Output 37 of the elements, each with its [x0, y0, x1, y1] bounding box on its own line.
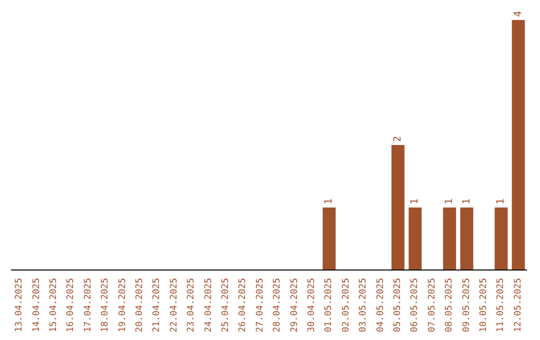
x-tick-label: 24.04.2025 [204, 278, 214, 332]
data-label: 1 [324, 198, 335, 204]
x-tick-label: 23.04.2025 [186, 278, 197, 332]
x-tick-label: 22.04.2025 [169, 278, 180, 332]
x-tick-label: 10.05.2025 [479, 278, 489, 332]
x-tick-label: 21.04.2025 [152, 278, 162, 332]
x-tick-label: 05.05.2025 [393, 278, 403, 332]
x-tick-label: 18.04.2025 [100, 278, 111, 332]
x-tick-label: 11.05.2025 [496, 278, 506, 332]
x-tick-label: 02.05.2025 [341, 278, 352, 332]
x-tick-label: 26.04.2025 [238, 278, 248, 332]
x-tick-label: 25.04.2025 [221, 278, 231, 332]
x-tick-label: 19.04.2025 [118, 278, 128, 332]
x-tick-label: 07.05.2025 [427, 278, 438, 332]
x-tick-label: 17.04.2025 [83, 278, 94, 332]
data-label: 1 [496, 198, 507, 204]
x-tick-label: 03.05.2025 [358, 278, 369, 332]
x-tick-label: 04.05.2025 [376, 278, 386, 332]
x-tick-label: 28.04.2025 [272, 278, 283, 332]
x-tick-label: 06.05.2025 [410, 278, 420, 332]
x-tick-label: 15.04.2025 [49, 278, 59, 332]
x-tick-label: 09.05.2025 [462, 278, 472, 332]
x-tick-label: 29.04.2025 [290, 278, 300, 332]
x-tick-label: 12.05.2025 [513, 278, 524, 332]
x-tick-label: 08.05.2025 [444, 278, 455, 332]
x-tick-label: 14.04.2025 [32, 278, 42, 332]
data-label: 4 [512, 10, 524, 17]
x-tick-label: 13.04.2025 [14, 278, 25, 332]
x-tick-label: 27.04.2025 [255, 278, 266, 332]
data-label: 1 [410, 198, 421, 204]
data-label: 1 [444, 198, 456, 204]
data-label: 1 [461, 198, 472, 204]
x-tick-label: 16.04.2025 [66, 278, 76, 332]
x-tick-label: 01.05.2025 [324, 278, 334, 332]
data-label: 2 [392, 136, 404, 142]
x-tick-label: 30.04.2025 [307, 278, 317, 332]
x-tick-label: 20.04.2025 [135, 278, 145, 332]
